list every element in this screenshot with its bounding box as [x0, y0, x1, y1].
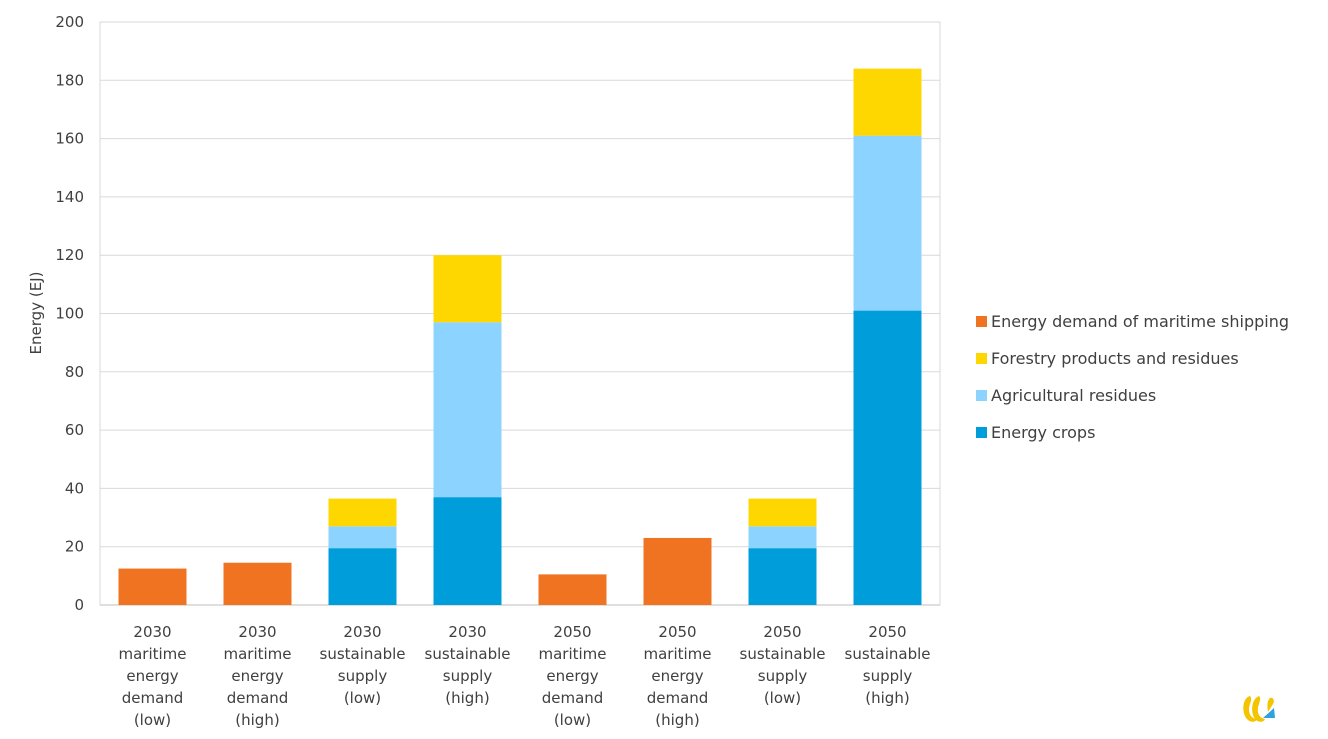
x-category-label-line: sustainable — [425, 645, 511, 663]
x-category-label-line: demand — [227, 689, 289, 707]
x-category-label-line: (high) — [865, 689, 909, 707]
legend-label: Agricultural residues — [991, 386, 1157, 405]
y-tick-label: 160 — [55, 130, 84, 148]
x-category-label-line: supply — [863, 667, 913, 685]
y-tick-label: 100 — [55, 305, 84, 323]
legend-swatch — [976, 353, 987, 364]
bars — [118, 68, 922, 605]
x-category-label: 2030 sustainable supply (low) — [320, 623, 406, 707]
x-category-label: 2050 sustainable supply (low) — [740, 623, 826, 707]
x-category-label: 2050 sustainable supply (high) — [845, 623, 931, 707]
bar-segment — [433, 255, 502, 323]
x-category-label-line: energy — [651, 667, 703, 685]
x-category-label-line: 2050 — [658, 623, 696, 641]
x-category-label: 2030 sustainable supply (high) — [425, 623, 511, 707]
x-category-label-line: 2030 — [343, 623, 381, 641]
bar-segment — [433, 322, 502, 498]
x-category-label-line: demand — [647, 689, 709, 707]
x-category-label-line: energy — [231, 667, 283, 685]
bar-segment — [853, 68, 922, 136]
y-axis-label: Energy (EJ) — [27, 272, 45, 355]
x-category-label-line: (low) — [764, 689, 801, 707]
legend-label: Forestry products and residues — [991, 349, 1239, 368]
legend-item: Energy demand of maritime shipping — [976, 303, 1289, 340]
x-category-label-line: maritime — [643, 645, 711, 663]
bar-segment — [748, 526, 817, 549]
bar-segment — [853, 310, 922, 605]
x-category-label: 2030 maritime energy demand (high) — [223, 623, 291, 729]
y-tick-label: 120 — [55, 246, 84, 264]
legend-item: Forestry products and residues — [976, 340, 1289, 377]
y-tick-label: 180 — [55, 71, 84, 89]
y-tick-label: 40 — [65, 479, 84, 497]
x-category-label-line: 2050 — [868, 623, 906, 641]
x-category-label-line: (high) — [445, 689, 489, 707]
x-category-label: 2050 maritime energy demand (high) — [643, 623, 711, 729]
x-category-label-line: 2030 — [133, 623, 171, 641]
x-category-label-line: 2050 — [763, 623, 801, 641]
x-category-label-line: (low) — [134, 711, 171, 729]
brand-logo-icon — [1243, 696, 1275, 722]
x-category-label-line: (high) — [235, 711, 279, 729]
bar-segment — [538, 574, 607, 605]
x-category-label-line: maritime — [538, 645, 606, 663]
x-category-labels: 2030 maritime energy demand (low) 2030 maritim… — [118, 623, 930, 729]
bar-segment — [328, 498, 397, 527]
x-category-label-line: maritime — [223, 645, 291, 663]
x-category-label-line: 2050 — [553, 623, 591, 641]
legend-item: Energy crops — [976, 414, 1289, 451]
legend-label: Energy demand of maritime shipping — [991, 312, 1290, 331]
x-category-label-line: sustainable — [845, 645, 931, 663]
x-category-label-line: (low) — [344, 689, 381, 707]
y-tick-label: 0 — [74, 596, 84, 614]
y-tick-label: 80 — [65, 363, 84, 381]
legend-swatch — [976, 316, 987, 327]
bar-segment — [118, 568, 187, 605]
legend-swatch — [976, 427, 987, 438]
x-category-label-line: 2030 — [238, 623, 276, 641]
x-category-label-line: energy — [546, 667, 598, 685]
bar-segment — [223, 562, 292, 605]
bar-segment — [643, 537, 712, 605]
x-category-label-line: (low) — [554, 711, 591, 729]
x-category-label-line: supply — [758, 667, 808, 685]
x-category-label-line: supply — [443, 667, 493, 685]
y-tick-label: 60 — [65, 421, 84, 439]
x-category-label-line: supply — [338, 667, 388, 685]
bar-segment — [853, 135, 922, 311]
x-category-label-line: (high) — [655, 711, 699, 729]
legend-label: Energy crops — [991, 423, 1096, 442]
legend-swatch — [976, 390, 987, 401]
x-category-label: 2030 maritime energy demand (low) — [118, 623, 186, 729]
gridlines — [100, 21, 940, 548]
bar-segment — [433, 497, 502, 605]
bar-segment — [748, 548, 817, 605]
x-category-label-line: demand — [542, 689, 604, 707]
y-tick-label: 200 — [55, 13, 84, 31]
y-tick-label: 20 — [65, 538, 84, 556]
x-category-label-line: sustainable — [320, 645, 406, 663]
y-tick-label: 140 — [55, 188, 84, 206]
legend-item: Agricultural residues — [976, 377, 1289, 414]
bar-segment — [328, 548, 397, 605]
x-category-label-line: maritime — [118, 645, 186, 663]
bar-segment — [748, 498, 817, 527]
legend: Energy demand of maritime shipping Forest… — [976, 303, 1289, 451]
x-category-label-line: demand — [122, 689, 184, 707]
bar-segment — [328, 526, 397, 549]
x-category-label-line: energy — [126, 667, 178, 685]
y-tick-labels: 0 20 40 60 80 100 120 140 160 180 200 — [55, 13, 84, 614]
x-category-label: 2050 maritime energy demand (low) — [538, 623, 606, 729]
x-category-label-line: sustainable — [740, 645, 826, 663]
x-category-label-line: 2030 — [448, 623, 486, 641]
